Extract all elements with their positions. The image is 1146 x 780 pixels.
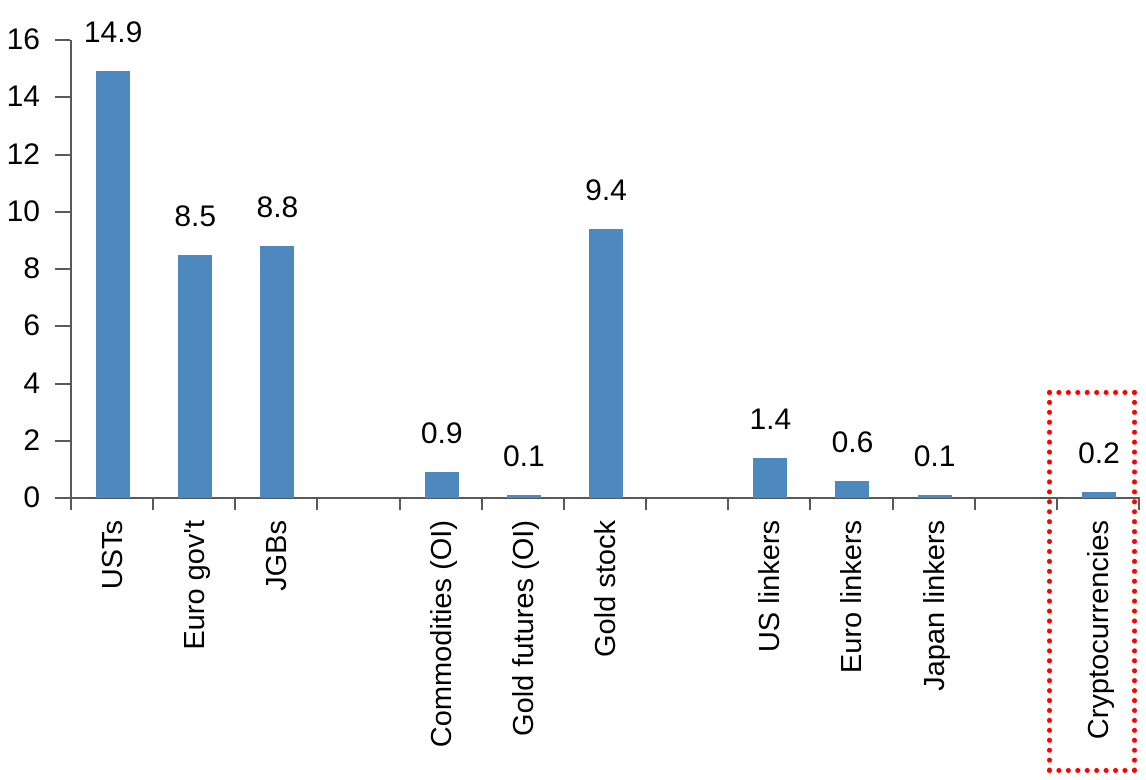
- value-label-japan-linkers: 0.1: [913, 440, 956, 474]
- value-label-us-linkers: 1.4: [749, 402, 792, 436]
- bar-euro-gov-t: [178, 254, 213, 498]
- category-label-commodities-oi: Commodities (OI): [425, 520, 458, 748]
- y-axis-tick-label: 8: [23, 252, 40, 285]
- y-axis-tick: [55, 153, 70, 156]
- value-label-jgbs: 8.8: [256, 191, 299, 225]
- x-axis-tick: [398, 497, 401, 510]
- bar-usts: [96, 71, 131, 498]
- x-axis-tick: [891, 497, 894, 510]
- y-axis-tick-label: 2: [23, 423, 40, 457]
- y-axis-tick-label: 6: [23, 309, 40, 343]
- value-label-cryptocurrencies: 0.2: [1078, 437, 1120, 471]
- y-axis-tick-label: 12: [6, 137, 40, 171]
- value-label-gold-futures-oi: 0.1: [502, 440, 545, 474]
- y-axis-tick: [55, 439, 70, 442]
- bar-gold-futures-oi: [506, 495, 541, 498]
- y-axis-tick-label: 0: [23, 481, 40, 514]
- value-label-gold-stock: 9.4: [585, 173, 627, 207]
- x-axis-tick: [645, 497, 648, 510]
- y-axis-tick: [55, 96, 70, 99]
- category-label-us-linkers: US linkers: [754, 520, 787, 653]
- x-axis-tick: [1055, 497, 1058, 510]
- value-label-usts: 14.9: [83, 16, 143, 50]
- x-axis-tick: [727, 497, 730, 510]
- category-label-euro-linkers: Euro linkers: [836, 520, 869, 674]
- y-axis-tick-label: 4: [23, 366, 40, 400]
- x-axis-tick: [480, 497, 483, 510]
- bar-commodities-oi: [424, 472, 459, 498]
- category-label-jgbs: JGBs: [261, 520, 294, 591]
- bar-us-linkers: [753, 457, 788, 498]
- y-axis-tick: [55, 382, 70, 385]
- value-label-commodities-oi: 0.9: [420, 417, 463, 451]
- x-axis-tick: [562, 497, 565, 510]
- bar-jgbs: [260, 246, 295, 498]
- category-label-gold-futures-oi: Gold futures (OI): [507, 520, 540, 736]
- y-axis-tick-label: 10: [6, 194, 40, 228]
- category-label-usts: USTs: [97, 520, 130, 590]
- x-axis-tick: [316, 497, 319, 510]
- y-axis-tick: [55, 210, 70, 213]
- x-axis-tick: [152, 497, 155, 510]
- x-axis-tick: [70, 497, 72, 510]
- y-axis-tick: [55, 497, 70, 499]
- bar-euro-linkers: [835, 480, 870, 498]
- x-axis-tick: [1138, 497, 1140, 510]
- y-axis-tick-label: 14: [6, 80, 40, 114]
- y-axis-tick: [55, 268, 70, 270]
- y-axis-tick-label: 16: [6, 23, 40, 56]
- value-label-euro-linkers: 0.6: [831, 425, 874, 459]
- x-axis-tick: [234, 497, 237, 510]
- category-label-gold-stock: Gold stock: [590, 520, 622, 657]
- value-label-euro-gov-t: 8.5: [174, 199, 217, 233]
- x-axis-line: [70, 497, 1140, 499]
- y-axis-line: [70, 40, 72, 498]
- category-label-japan-linkers: Japan linkers: [918, 520, 951, 691]
- bar-japan-linkers: [917, 495, 952, 498]
- x-axis-tick: [973, 497, 976, 510]
- bar-cryptocurrencies: [1081, 492, 1116, 498]
- y-axis-tick: [55, 39, 70, 41]
- bar-gold-stock: [589, 228, 623, 498]
- x-axis-tick: [809, 497, 812, 510]
- y-axis-tick: [55, 325, 70, 328]
- highlight-box: [1046, 390, 1137, 773]
- category-label-euro-gov-t: Euro gov't: [179, 520, 212, 650]
